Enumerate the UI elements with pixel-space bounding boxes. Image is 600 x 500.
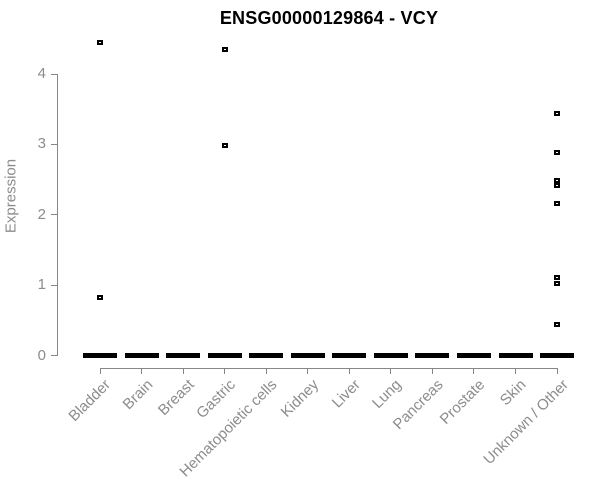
- x-tick-mark: [307, 368, 309, 374]
- box-median-bar: [373, 353, 408, 358]
- outlier-point: [221, 142, 228, 148]
- x-category-label: Kidney: [277, 376, 323, 421]
- outlier-point: [97, 39, 103, 45]
- outlier-point: [554, 110, 561, 116]
- x-category-label: Prostate: [436, 376, 489, 428]
- box-median-bar: [498, 353, 533, 358]
- x-category-label: Brain: [119, 376, 156, 414]
- x-category-label: Lung: [369, 376, 406, 412]
- x-category-label: Breast: [154, 376, 198, 419]
- outlier-point: [221, 46, 228, 52]
- y-tick-label: 0: [37, 346, 46, 364]
- y-tick-label: 1: [37, 276, 46, 294]
- outlier-point: [554, 177, 561, 183]
- outlier-point: [554, 322, 561, 328]
- y-axis-label: Expression: [2, 158, 20, 234]
- box-median-bar: [166, 353, 201, 358]
- y-tick-mark: [51, 214, 57, 216]
- box-median-bar: [540, 353, 575, 358]
- x-tick-mark: [99, 368, 101, 374]
- box-median-bar: [83, 353, 117, 358]
- y-tick-mark: [51, 355, 57, 356]
- chart-title: ENSG00000129864 - VCY: [219, 8, 439, 28]
- x-tick-mark: [141, 368, 143, 374]
- outlier-point: [554, 182, 561, 188]
- x-tick-mark: [473, 368, 475, 374]
- y-tick-mark: [51, 73, 57, 75]
- box-median-bar: [415, 353, 450, 358]
- outlier-point: [97, 294, 103, 300]
- outlier-point: [554, 200, 561, 206]
- y-tick-mark: [51, 143, 57, 145]
- x-tick-mark: [390, 368, 392, 374]
- x-tick-mark: [224, 368, 226, 374]
- y-axis-line: [57, 74, 58, 356]
- x-tick-mark: [265, 368, 267, 374]
- x-tick-mark: [182, 368, 184, 374]
- box-median-bar: [332, 353, 367, 358]
- outlier-point: [554, 280, 561, 286]
- box-median-bar: [249, 353, 284, 358]
- x-tick-mark: [515, 368, 516, 374]
- box-median-bar: [290, 353, 325, 358]
- x-tick-mark: [431, 368, 433, 374]
- x-category-label: Liver: [328, 376, 364, 412]
- y-tick-label: 3: [37, 135, 46, 153]
- x-tick-mark: [556, 368, 558, 374]
- box-median-bar: [207, 353, 242, 358]
- x-category-label: Skin: [497, 376, 530, 409]
- y-tick-label: 2: [37, 205, 46, 223]
- y-tick-mark: [51, 284, 57, 286]
- outlier-point: [554, 149, 561, 155]
- x-category-label: Bladder: [65, 376, 115, 425]
- box-median-bar: [456, 353, 491, 358]
- x-axis-line: [100, 368, 557, 369]
- x-tick-mark: [348, 368, 350, 374]
- box-median-bar: [124, 353, 159, 358]
- y-tick-label: 4: [37, 65, 46, 82]
- outlier-point: [554, 274, 561, 280]
